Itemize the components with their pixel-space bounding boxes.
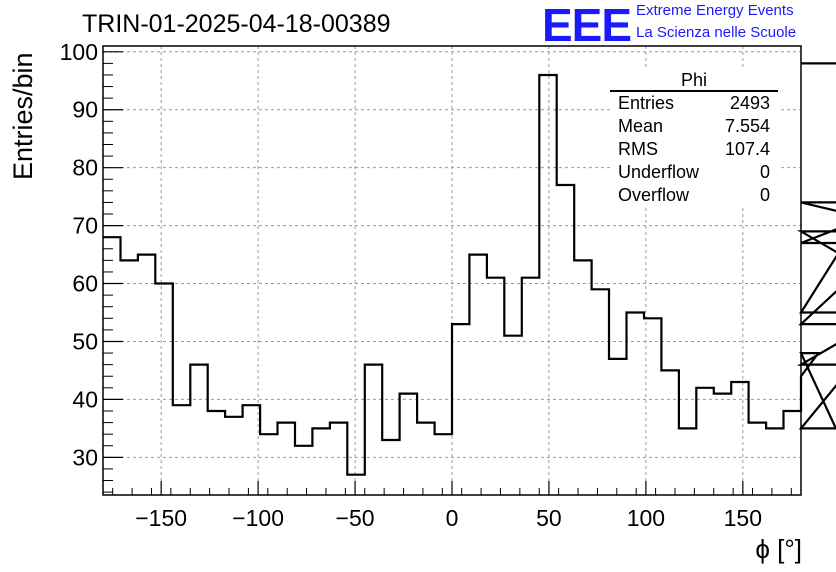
stats-title: Phi [610,70,778,92]
stats-value: 2493 [729,93,770,113]
y-tick-labels: 30 40 50 60 70 80 90 100 [60,39,98,471]
stats-row-underflow: Underflow 0 [610,161,778,184]
stats-row-overflow: Overflow 0 [610,184,778,207]
y-tick-label: 70 [72,213,98,239]
axis-ticks [103,51,792,495]
stats-box: Phi Entries 2493 Mean 7.554 RMS 107.4 Un… [610,70,778,207]
y-tick-label: 80 [72,155,98,181]
chart-title: TRIN-01-2025-04-18-00389 [82,10,391,38]
stats-value: 107.4 [724,139,770,159]
x-tick-labels: −150 −100 −50 0 50 100 150 [135,505,762,531]
stats-value: 0 [759,162,770,182]
phi-histogram [103,62,836,476]
x-tick-label: 0 [446,505,459,531]
stats-label: Underflow [618,162,700,182]
stats-row-mean: Mean 7.554 [610,115,778,138]
stats-value: 7.554 [724,116,770,136]
y-axis-label: Entries/bin [8,52,38,180]
stats-row-entries: Entries 2493 [610,92,778,115]
stats-label: RMS [618,139,658,159]
x-tick-label: −150 [135,505,187,531]
stats-label: Mean [618,116,664,136]
y-tick-label: 50 [72,328,98,354]
x-tick-label: −100 [232,505,284,531]
y-tick-label: 40 [72,386,98,412]
x-axis-label: ϕ [°] [755,534,802,564]
y-tick-label: 90 [72,97,98,123]
x-tick-label: −50 [336,505,375,531]
x-tick-label: 100 [627,505,665,531]
logo-line-2: La Scienza nelle Scuole [636,24,797,41]
stats-label: Entries [618,93,675,113]
stats-value: 0 [759,185,770,205]
stats-row-rms: RMS 107.4 [610,138,778,161]
logo-line-1: Extreme Energy Events [636,2,794,19]
y-tick-label: 100 [60,39,98,65]
stats-label: Overflow [618,185,690,205]
y-tick-label: 60 [72,271,98,297]
x-tick-label: 150 [724,505,762,531]
x-tick-label: 50 [536,505,562,531]
eee-logo: EEE [542,0,632,51]
y-tick-label: 30 [72,444,98,470]
